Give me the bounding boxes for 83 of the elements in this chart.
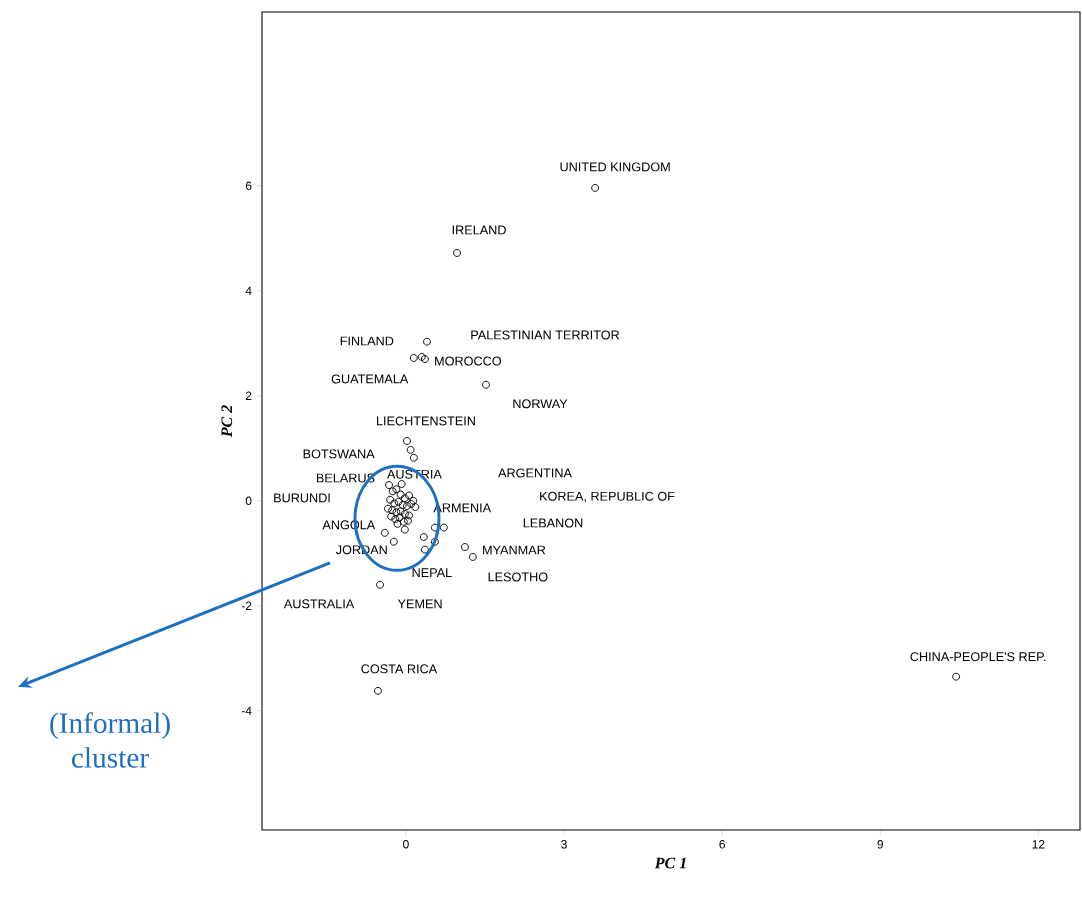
y-tick-label: 0 [245, 496, 252, 506]
x-tick-label: 9 [877, 840, 884, 849]
point [395, 513, 404, 522]
point [411, 503, 420, 512]
annotation: IRELAND [452, 225, 506, 235]
point [390, 499, 399, 508]
point [420, 545, 429, 554]
point [468, 553, 477, 561]
point [403, 502, 411, 510]
point [439, 523, 448, 532]
annotation: MOROCCO [435, 356, 502, 366]
annotation: UNITED KINGDOM [560, 162, 670, 172]
annotation: AUSTRALIA [283, 599, 355, 609]
point [460, 543, 469, 551]
x-tick-label: 3 [561, 840, 567, 849]
annotation: LIECHTENSTEIN [377, 416, 475, 426]
point [392, 485, 401, 494]
point [397, 480, 406, 488]
point [423, 337, 431, 346]
point [404, 516, 412, 525]
point [388, 487, 397, 496]
point [403, 437, 411, 445]
annotation: PALESTINIAN TERRITOR [471, 330, 620, 340]
annotation: GUATEMALA [331, 374, 409, 384]
y-tick-label: -2 [241, 601, 252, 610]
point [387, 512, 396, 521]
point [391, 515, 400, 524]
x-tick-label: 12 [1032, 840, 1045, 849]
point [407, 500, 416, 508]
point [400, 494, 409, 503]
annotation: LEBANON [523, 518, 583, 528]
point [409, 453, 418, 462]
point [405, 491, 413, 500]
point [393, 519, 402, 528]
point [400, 525, 409, 534]
annotation: BOTSWANA [303, 449, 375, 459]
y-axis-title: PC 2 [221, 405, 233, 438]
annotation: NEPAL [412, 568, 452, 577]
y-tick-label: -4 [241, 706, 252, 715]
point [430, 537, 439, 546]
point [482, 380, 490, 389]
annotation: LESOTHO [488, 572, 548, 582]
point [591, 183, 600, 192]
text: (Informal) cluster [50, 712, 170, 768]
annotation: KOREA, REPUBLIC OF [540, 491, 675, 503]
annotation: BURUNDI [274, 493, 330, 503]
y-tick-label: 4 [245, 286, 252, 295]
point [409, 496, 418, 505]
annotation: CHINA-PEOPLE'S REP. [910, 652, 1046, 662]
annotation: FINLAND [340, 336, 394, 346]
point [417, 353, 426, 361]
point [392, 508, 401, 517]
point [419, 533, 428, 541]
x-axis-title: PC 1 [654, 857, 686, 869]
point [384, 504, 392, 513]
y-tick-label: 6 [245, 181, 252, 191]
x-tick-label: 0 [403, 840, 409, 849]
point [409, 354, 418, 362]
y-tick-label: 2 [245, 391, 252, 400]
annotation: COSTA RICA [361, 664, 438, 674]
point [400, 509, 409, 518]
point [388, 506, 397, 515]
point [376, 580, 384, 589]
point [405, 511, 413, 520]
point [399, 517, 408, 526]
point [386, 495, 395, 504]
point [389, 537, 398, 546]
annotation: YEMEN [397, 599, 442, 609]
point [406, 445, 415, 454]
point [374, 686, 382, 695]
point [385, 481, 393, 489]
point [394, 497, 403, 506]
annotation: ARGENTINA [498, 468, 572, 478]
x-tick-label: 6 [719, 840, 725, 849]
point [453, 249, 461, 257]
point [420, 355, 429, 363]
point [396, 490, 405, 499]
point [396, 507, 405, 516]
annotation: MYANMAR [483, 545, 546, 555]
point [380, 528, 389, 537]
annotation: NORWAY [513, 399, 568, 409]
point [398, 501, 407, 509]
point [952, 672, 961, 681]
